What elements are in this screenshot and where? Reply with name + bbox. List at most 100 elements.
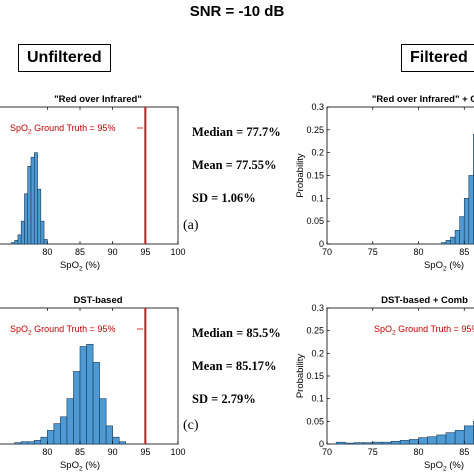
histogram-bar [37,188,42,245]
chart-title: "Red over Infrared" + C [372,94,474,105]
x-axis-label: SpO2 (%) [424,260,464,273]
histogram-bar [14,442,22,445]
x-tick-label: 80 [413,247,423,257]
y-axis-label: Probability [295,354,306,399]
stat-mean-c: Mean = 85.17% [192,359,277,373]
histogram-bar [463,425,474,445]
histogram-bar [445,432,456,445]
y-tick-label: 0.3 [311,102,324,112]
x-tick-label: 70 [322,247,332,257]
histogram-bar [459,216,465,245]
chart-title: DST-based + Comb [381,295,468,306]
histogram-bar [33,440,42,445]
histogram-bar [344,442,355,445]
stat-sd-c: SD = 2.79% [192,392,256,406]
y-tick-label: 0.1 [311,394,324,404]
unfiltered-label: Unfiltered [18,44,111,72]
histogram-bar [450,236,456,245]
histogram-bar [363,442,374,445]
page-title: SNR = -10 dB [189,3,285,20]
histogram-bar [73,371,81,445]
histogram-bar [468,175,474,245]
histogram-bar [86,343,94,445]
histogram-bar [436,434,447,445]
histogram-bar [14,240,19,245]
histogram-bar [66,398,74,445]
histogram-bar [427,436,438,445]
y-tick-label: 0.25 [306,326,324,336]
panel-label-c: (c) [183,418,199,433]
histogram-bar [99,398,107,445]
x-axis-label: SpO2 (%) [60,260,100,273]
histogram-bar [27,166,32,245]
chart-title: DST-based [73,295,122,306]
histogram-bar [354,442,364,445]
histogram-bar [30,156,35,245]
histogram-bar [33,152,38,245]
histogram-bar [418,437,428,445]
histogram-bar [40,220,45,245]
y-tick-label: 0.05 [306,216,324,226]
histogram-bar [105,425,113,445]
x-tick-label: 85 [459,247,469,257]
histogram-bar [24,193,29,245]
histogram-bar [441,242,447,245]
x-tick-label: 75 [368,447,378,457]
x-tick-label: 85 [75,247,85,257]
x-tick-label: 90 [108,447,118,457]
filtered-label: Filtered [401,44,474,72]
stat-median-a: Median = 77.7% [192,125,281,139]
histogram-bar [409,439,419,445]
x-tick-label: 80 [413,447,423,457]
stat-median-c: Median = 85.5% [192,326,281,340]
chart-panel-b: "Red over Infrared" + C707580859000.050.… [295,94,474,273]
x-tick-label: 80 [42,447,52,457]
histogram-bar [463,198,470,245]
x-tick-label: 80 [42,247,52,257]
histogram-bar [399,440,410,445]
histogram-bar [118,441,127,445]
x-tick-label: 100 [170,247,185,257]
histogram-bar [112,436,120,445]
x-tick-label: 70 [322,447,332,457]
x-tick-label: 95 [140,447,150,457]
histogram-bar [445,240,451,245]
ground-truth-annotation: SpO2 Ground Truth = 95% [374,324,474,337]
y-tick-label: 0 [319,439,324,449]
chart-panel-d: DST-based + Comb707580859000.050.10.150.… [295,295,474,473]
histogram-bar [40,436,48,445]
y-tick-label: 0.2 [311,148,324,158]
y-tick-label: 0.05 [306,416,324,426]
histogram-bar [53,423,61,445]
chart-title: "Red over Infrared" [54,94,142,105]
histogram-bar [381,441,392,445]
histogram-bar [335,441,346,445]
x-tick-label: 85 [75,447,85,457]
histogram-bar [17,234,22,245]
histogram-bar [20,441,29,445]
y-tick-label: 0.15 [306,171,324,181]
y-tick-label: 0 [319,239,324,249]
histogram-bar [20,220,25,245]
histogram-bar [27,441,35,445]
y-tick-label: 0.2 [311,348,324,358]
x-tick-label: 95 [140,247,150,257]
x-tick-label: 90 [108,247,118,257]
panel-label-a: (a) [183,218,199,233]
histogram-bar [92,362,100,445]
histogram-bar [454,430,465,445]
stat-sd-a: SD = 1.06% [192,191,256,205]
x-axis-label: SpO2 (%) [424,460,464,473]
y-tick-label: 0.15 [306,371,324,381]
histogram-bar [79,346,87,445]
chart-panel-a: "Red over Infrared" 80 85 90 95 100 SpO2 (%) Sp… [0,94,186,273]
histogram-bar [43,239,48,245]
histogram-bar [11,242,15,245]
histogram-bar [60,416,68,445]
y-tick-label: 0.3 [311,303,324,313]
histogram-bar [47,430,55,445]
plot-area [326,106,474,245]
histogram-bar [454,230,460,245]
plot-area [326,307,474,445]
